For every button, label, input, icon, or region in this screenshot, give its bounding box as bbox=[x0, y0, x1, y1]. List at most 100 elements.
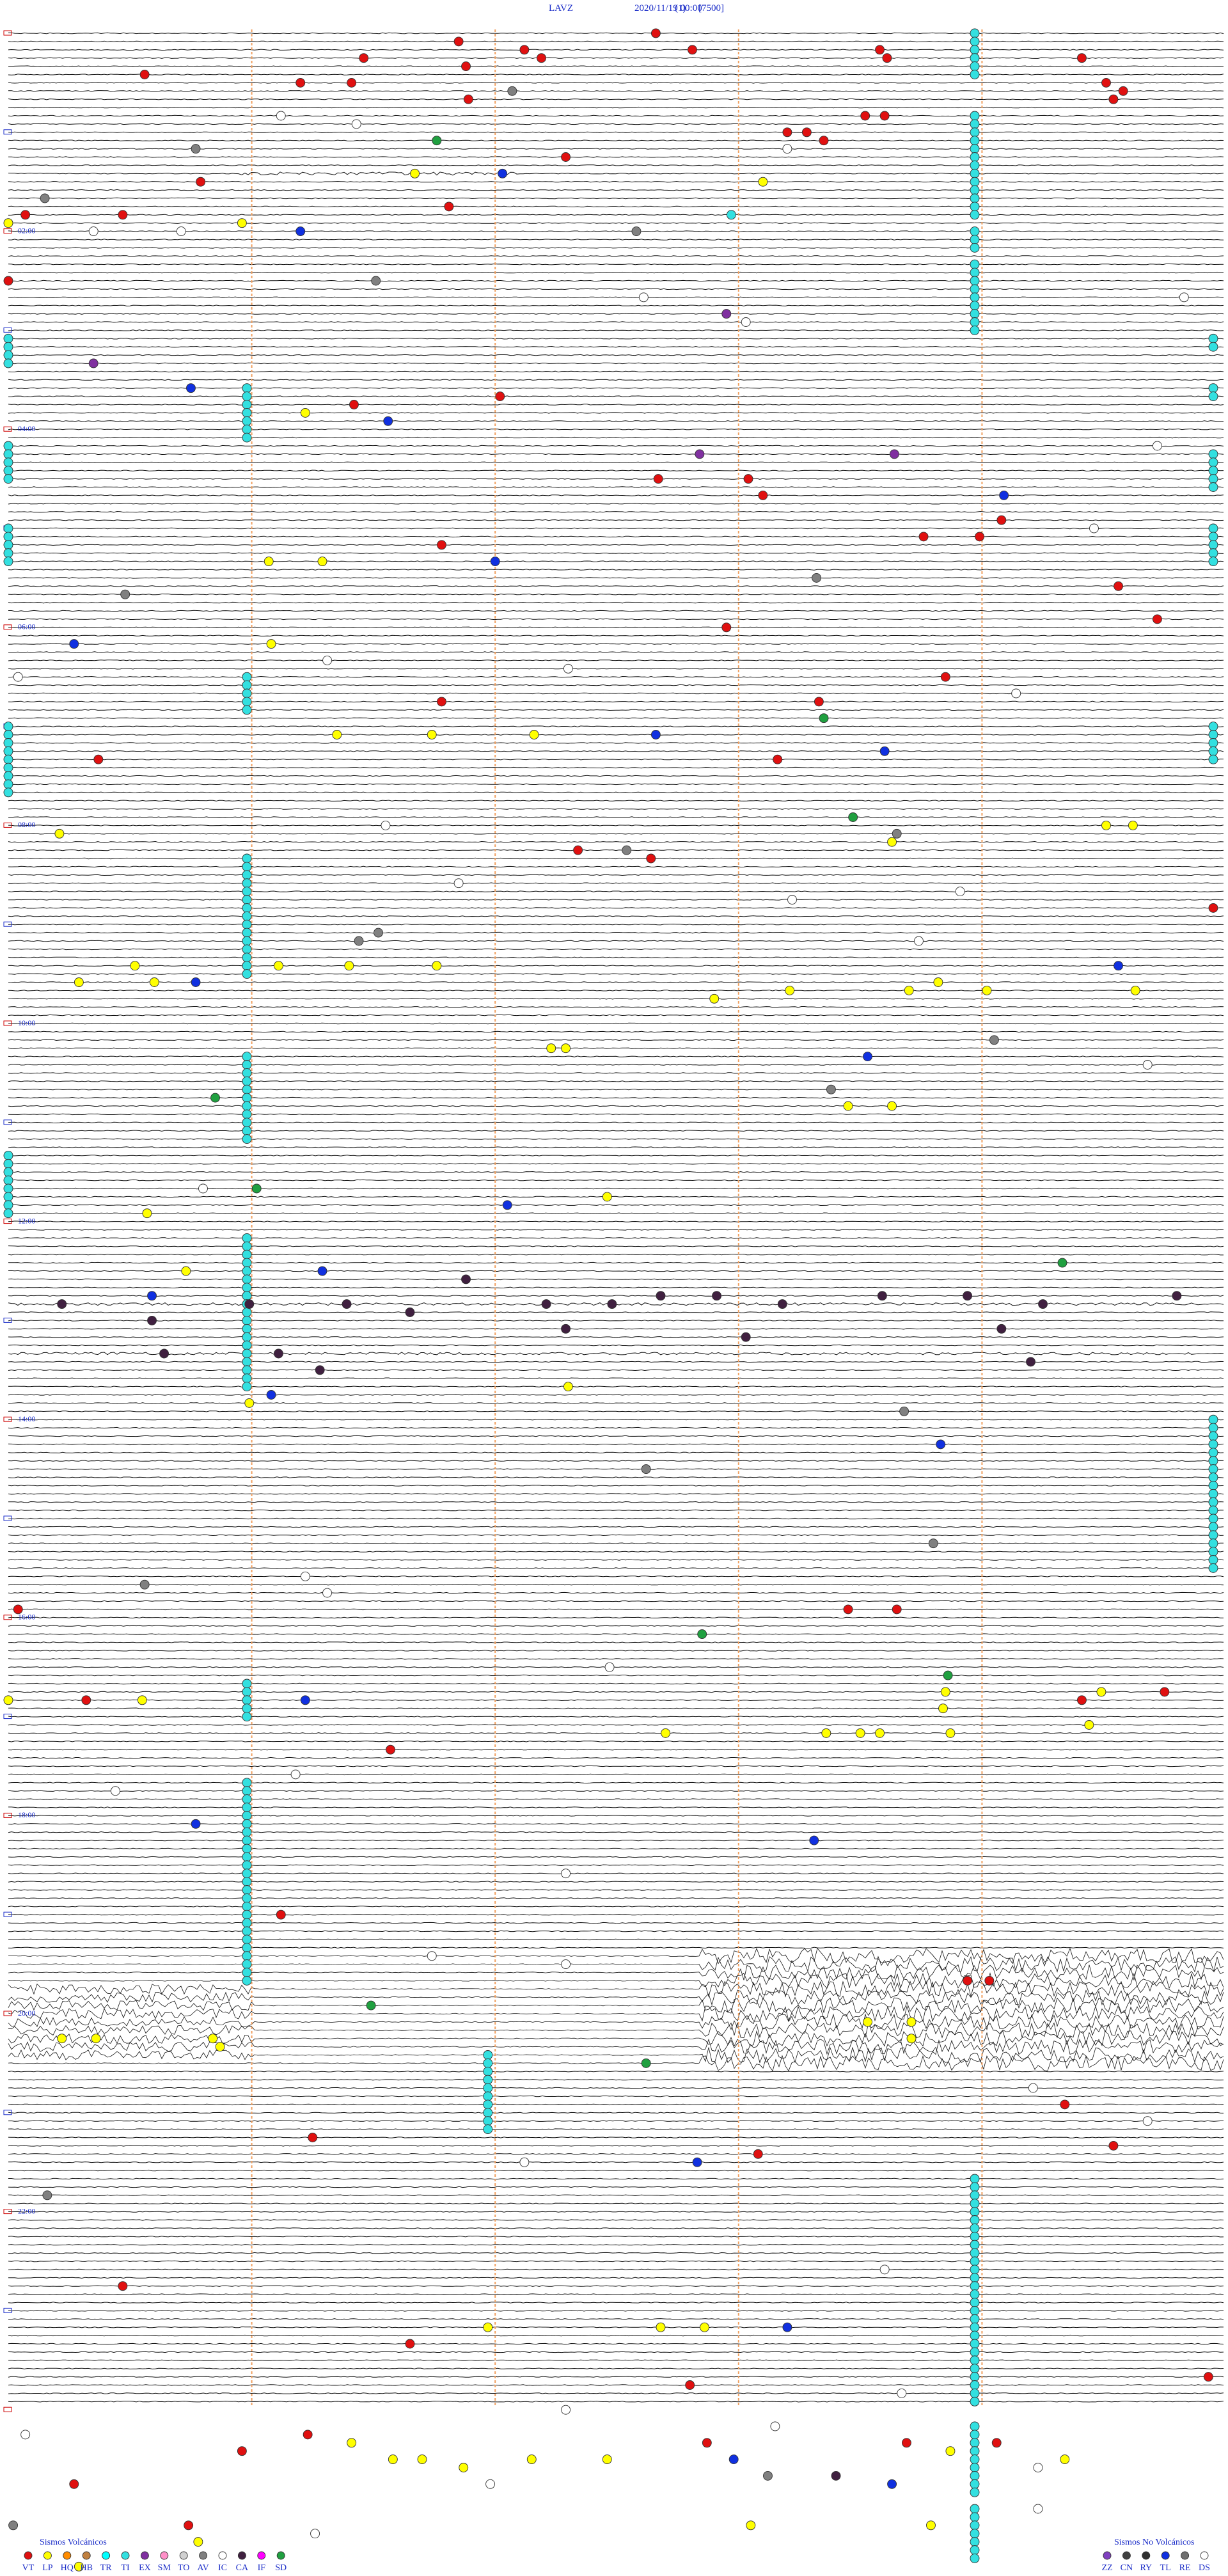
legend-marker bbox=[121, 2551, 130, 2560]
event-marker bbox=[726, 210, 736, 220]
event-marker bbox=[344, 961, 354, 971]
event-marker bbox=[242, 1340, 252, 1350]
datetime: 2020/11/19 00:00 bbox=[634, 3, 702, 13]
event-marker bbox=[1038, 1299, 1048, 1309]
event-marker bbox=[3, 1200, 13, 1210]
event-marker bbox=[242, 1959, 252, 1970]
legend-code: EX bbox=[139, 2563, 151, 2573]
trace bbox=[8, 1386, 1224, 1387]
event-marker bbox=[970, 2248, 980, 2258]
event-marker bbox=[955, 887, 965, 897]
event-marker bbox=[242, 1126, 252, 1136]
event-marker bbox=[3, 1167, 13, 1177]
trace bbox=[8, 899, 1224, 901]
event-marker bbox=[427, 730, 437, 739]
hour-marker bbox=[3, 30, 12, 36]
hour-marker bbox=[3, 426, 12, 432]
event-marker bbox=[3, 523, 13, 533]
legend-marker bbox=[179, 2551, 188, 2560]
trace bbox=[8, 1031, 1224, 1033]
event-marker bbox=[970, 2223, 980, 2233]
event-marker bbox=[1208, 754, 1218, 764]
trace bbox=[8, 2128, 1224, 2130]
trace bbox=[8, 2202, 1224, 2204]
event-marker bbox=[855, 1728, 865, 1738]
event-marker bbox=[970, 2470, 980, 2481]
trace bbox=[8, 2103, 1224, 2106]
event-marker bbox=[970, 301, 980, 311]
hour-marker bbox=[3, 1119, 12, 1125]
trace bbox=[8, 139, 1224, 141]
event-marker bbox=[3, 1192, 13, 1202]
event-marker bbox=[812, 573, 822, 583]
event-marker bbox=[215, 2042, 225, 2052]
event-marker bbox=[970, 168, 980, 178]
trace bbox=[8, 1460, 1224, 1462]
event-marker bbox=[57, 2034, 67, 2044]
event-marker bbox=[242, 407, 252, 418]
hour-marker bbox=[3, 1615, 12, 1620]
hour-marker bbox=[3, 1219, 12, 1224]
legend-code: RY bbox=[1140, 2563, 1152, 2573]
event-marker bbox=[879, 746, 890, 756]
trace bbox=[8, 1121, 1224, 1124]
event-marker bbox=[184, 2520, 194, 2531]
event-marker bbox=[945, 2446, 956, 2456]
event-marker bbox=[709, 993, 720, 1004]
trace bbox=[8, 2211, 1224, 2213]
event-marker bbox=[93, 754, 104, 764]
event-marker bbox=[848, 812, 858, 822]
event-marker bbox=[695, 449, 705, 459]
event-marker bbox=[1208, 1563, 1218, 1573]
event-marker bbox=[13, 672, 23, 682]
event-marker bbox=[970, 2520, 980, 2531]
event-marker bbox=[970, 36, 980, 47]
trace bbox=[8, 1691, 1224, 1693]
event-marker bbox=[242, 1860, 252, 1870]
trace bbox=[8, 931, 1224, 934]
event-marker bbox=[1076, 53, 1087, 63]
event-marker bbox=[879, 2264, 890, 2275]
event-marker bbox=[242, 1703, 252, 1714]
trace bbox=[8, 2376, 1224, 2378]
trace bbox=[8, 271, 1224, 274]
event-marker bbox=[712, 1291, 721, 1301]
trace bbox=[8, 288, 1224, 290]
event-marker bbox=[970, 2264, 980, 2275]
event-marker bbox=[3, 548, 13, 558]
event-marker bbox=[970, 2322, 980, 2332]
event-marker bbox=[3, 1158, 13, 1169]
event-marker bbox=[970, 2553, 980, 2563]
trace bbox=[8, 1526, 1224, 1528]
event-marker bbox=[8, 2520, 19, 2531]
event-marker bbox=[242, 1084, 252, 1094]
event-marker bbox=[3, 1150, 13, 1160]
event-marker bbox=[970, 111, 980, 121]
event-marker bbox=[989, 1035, 999, 1045]
trace bbox=[8, 2021, 1224, 2039]
trace bbox=[8, 816, 1224, 818]
trace bbox=[8, 370, 1224, 373]
trace bbox=[8, 2112, 1224, 2114]
event-marker bbox=[264, 557, 274, 567]
trace bbox=[8, 684, 1224, 686]
trace bbox=[8, 725, 1224, 727]
trace bbox=[8, 239, 1224, 241]
trace bbox=[8, 2351, 1224, 2353]
event-marker bbox=[1208, 1439, 1218, 1450]
event-marker bbox=[483, 2074, 493, 2085]
event-marker bbox=[507, 86, 517, 96]
event-marker bbox=[3, 441, 13, 451]
trace bbox=[8, 2401, 1224, 2403]
event-marker bbox=[906, 2017, 917, 2027]
event-marker bbox=[483, 2124, 493, 2135]
trace bbox=[8, 1418, 1224, 1421]
event-marker bbox=[1033, 2463, 1043, 2472]
event-marker bbox=[242, 1885, 252, 1895]
event-marker bbox=[242, 1357, 252, 1367]
trace bbox=[8, 2087, 1224, 2089]
event-marker bbox=[1208, 1473, 1218, 1482]
hour-label: 06:00 bbox=[18, 622, 35, 631]
event-marker bbox=[1118, 86, 1128, 96]
event-marker bbox=[1208, 548, 1218, 558]
